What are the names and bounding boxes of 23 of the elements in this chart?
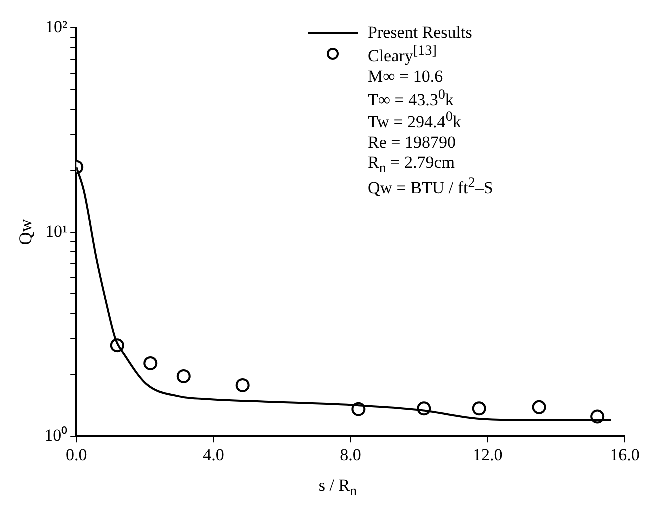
- y-tick-label: 10²: [45, 17, 68, 36]
- y-tick-label: 10⁰: [44, 426, 68, 446]
- point: [236, 378, 250, 392]
- y-axis-title: Qw: [16, 219, 36, 246]
- point: [144, 356, 158, 370]
- annotation: Re = 198790: [368, 133, 456, 153]
- y-tick-label: 10¹: [45, 222, 68, 241]
- annotation: R$_{n}$ = 2.79cm: [368, 152, 456, 178]
- annotation: T∞ = 43.3$^{0}$k: [368, 87, 454, 111]
- point: [532, 400, 546, 414]
- x-tick-label: 12.0: [473, 445, 503, 464]
- point: [472, 402, 486, 416]
- annotation: Tw = 294.4$^{0}$k: [368, 109, 462, 133]
- point: [176, 369, 191, 384]
- x-tick-label: 4.0: [203, 445, 224, 464]
- annotation: Qw = BTU / ft$^{2}$–S: [368, 175, 494, 199]
- x-tick-label: 0.0: [66, 445, 88, 464]
- annotation: M∞ = 10.6: [368, 67, 444, 87]
- legend-label: Cleary$^{[13]}$: [368, 43, 437, 67]
- x-tick-label: 8.0: [340, 445, 362, 464]
- x-tick-label: 16.0: [610, 445, 640, 464]
- legend-label: Present Results: [368, 23, 472, 43]
- x-axis-title: s / R$_{n}$: [318, 476, 358, 500]
